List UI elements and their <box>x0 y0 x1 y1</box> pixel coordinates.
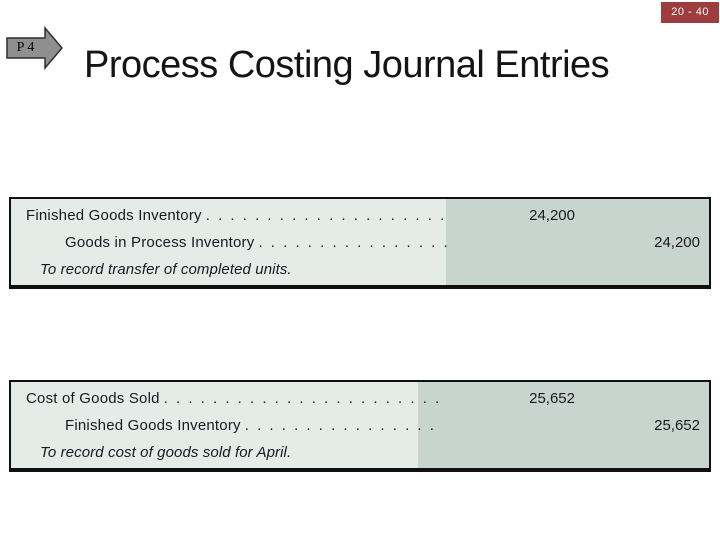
credit-amount <box>575 385 709 412</box>
debit-amount <box>449 229 575 256</box>
credit-amount <box>575 202 709 229</box>
journal-entry-table-2: Cost of Goods Sold . . . . . . . . . . .… <box>9 380 711 472</box>
debit-amount <box>439 412 575 439</box>
journal-row-credit: Goods in Process Inventory . . . . . . .… <box>11 229 709 256</box>
slide-title: Process Costing Journal Entries <box>84 44 610 86</box>
dot-leader: . . . . . . . . . . . . . . . . . . . . … <box>205 207 449 224</box>
account-cell: Goods in Process Inventory . . . . . . .… <box>11 229 449 256</box>
account-cell: Finished Goods Inventory . . . . . . . .… <box>11 412 439 439</box>
credit-amount: 25,652 <box>654 417 700 434</box>
dot-leader: . . . . . . . . . . . . . . . . . . . . … <box>258 234 449 251</box>
debit-amount: 24,200 <box>529 207 575 224</box>
journal-row-debit: Cost of Goods Sold . . . . . . . . . . .… <box>11 385 709 412</box>
step-arrow-label: P 4 <box>16 40 35 55</box>
account-name: Finished Goods Inventory <box>65 417 241 434</box>
credit-amount: 24,200 <box>654 234 700 251</box>
amount-column-background <box>418 382 709 468</box>
entry-note: To record cost of goods sold for April. <box>40 444 292 461</box>
account-cell: Cost of Goods Sold . . . . . . . . . . .… <box>11 385 439 412</box>
journal-row-credit: Finished Goods Inventory . . . . . . . .… <box>11 412 709 439</box>
account-name: Goods in Process Inventory <box>65 234 255 251</box>
journal-row-note: To record transfer of completed units. <box>11 256 709 283</box>
debit-amount: 25,652 <box>529 390 575 407</box>
entry-note: To record transfer of completed units. <box>40 261 292 278</box>
journal-row-debit: Finished Goods Inventory . . . . . . . .… <box>11 202 709 229</box>
step-arrow: P 4 <box>6 26 64 70</box>
account-cell: Finished Goods Inventory . . . . . . . .… <box>11 202 449 229</box>
dot-leader: . . . . . . . . . . . . . . . . . . . . … <box>163 390 439 407</box>
amount-column-background <box>446 199 709 285</box>
page-number-badge: 20 - 40 <box>661 2 719 23</box>
right-arrow-icon <box>6 26 63 70</box>
account-name: Finished Goods Inventory <box>26 207 202 224</box>
journal-row-note: To record cost of goods sold for April. <box>11 439 709 466</box>
dot-leader: . . . . . . . . . . . . . . . . . . . . … <box>244 417 439 434</box>
account-name: Cost of Goods Sold <box>26 390 160 407</box>
journal-entry-table-1: Finished Goods Inventory . . . . . . . .… <box>9 197 711 289</box>
